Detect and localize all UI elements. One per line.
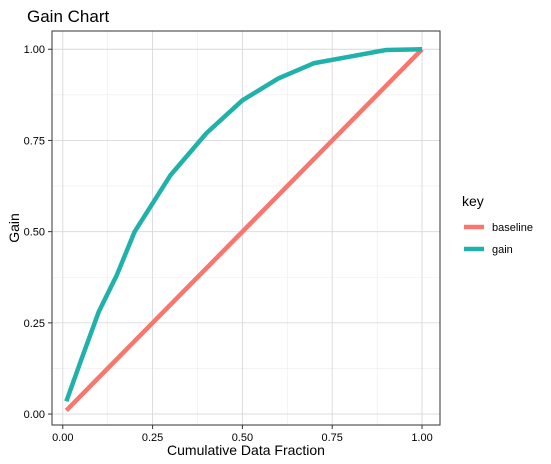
plot-panel-border	[51, 30, 441, 426]
x-tick-label: 0.25	[142, 432, 163, 444]
y-axis-title: Gain	[6, 213, 22, 243]
y-tick-label: 0.75	[24, 135, 45, 147]
legend-label-baseline: baseline	[492, 222, 533, 234]
y-tick-label: 0.50	[24, 227, 45, 239]
legend: key baseline gain	[462, 193, 533, 256]
chart-title: Gain Chart	[27, 7, 109, 26]
axes: 0.00 0.25 0.50 0.75 1.00 0.00 0.25 0.50 0.75 1.00	[24, 44, 433, 444]
legend-title: key	[462, 193, 484, 209]
y-tick-label: 0.25	[24, 318, 45, 330]
x-tick-label: 0.50	[232, 432, 253, 444]
series-line-gain	[64, 46, 423, 403]
x-tick-label: 1.00	[411, 432, 432, 444]
y-tick-label: 1.00	[24, 44, 45, 56]
x-axis-title: Cumulative Data Fraction	[167, 442, 325, 458]
legend-label-gain: gain	[492, 244, 513, 256]
y-tick-label: 0.00	[24, 409, 45, 421]
x-tick-label: 0.75	[322, 432, 343, 444]
series-line-baseline	[64, 47, 424, 412]
series-lines	[64, 46, 424, 412]
x-tick-label: 0.00	[52, 432, 73, 444]
